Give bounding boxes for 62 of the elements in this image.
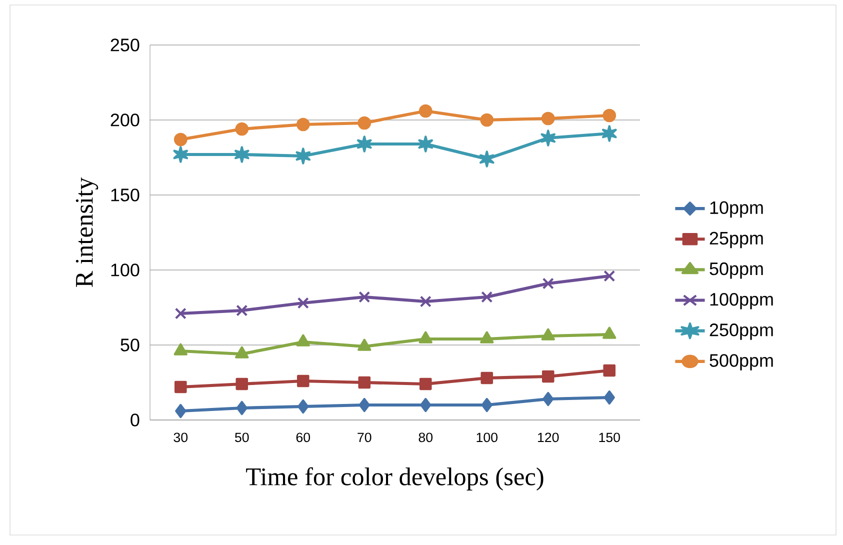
point — [480, 372, 494, 384]
point — [480, 113, 494, 127]
x-tick-label: 30 — [174, 432, 188, 442]
legend-label: 10ppm — [710, 201, 763, 218]
point — [603, 364, 616, 377]
legend-label: 100ppm — [710, 292, 773, 310]
x-tick-label: 100 — [476, 432, 498, 442]
point — [602, 125, 617, 142]
point — [481, 291, 493, 303]
point — [420, 398, 432, 412]
x-axis-title: Time for color develops (sec) — [246, 467, 544, 491]
point — [418, 104, 432, 118]
point — [542, 278, 554, 290]
x-tick-label: 150 — [599, 432, 620, 442]
point — [418, 136, 434, 152]
y-tick-label: 250 — [110, 38, 140, 52]
point — [234, 146, 250, 163]
point — [540, 130, 556, 146]
point — [298, 399, 309, 414]
point — [358, 291, 370, 303]
point — [420, 296, 432, 308]
point — [604, 390, 615, 405]
y-tick-label: 200 — [110, 114, 140, 126]
x-tick-label: 80 — [418, 432, 433, 442]
point — [297, 297, 309, 309]
x-tick-label: 70 — [358, 432, 372, 442]
point — [541, 112, 555, 126]
point — [604, 270, 616, 282]
point — [236, 400, 248, 416]
point — [173, 146, 188, 163]
point — [174, 308, 186, 320]
point — [236, 304, 248, 316]
legend-label: 25ppm — [710, 232, 763, 248]
point — [235, 122, 249, 136]
point — [479, 150, 494, 168]
y-tick-label: 50 — [120, 338, 140, 352]
point — [358, 116, 372, 130]
point — [174, 132, 188, 146]
point — [296, 374, 310, 388]
y-tick-label: 0 — [130, 414, 140, 426]
x-tick-label: 120 — [538, 432, 559, 442]
legend-label: 250ppm — [710, 324, 773, 340]
point — [358, 398, 370, 412]
y-axis-title: R intensity — [76, 177, 98, 287]
point — [174, 380, 187, 394]
point — [356, 136, 372, 152]
point — [481, 398, 492, 412]
point — [296, 148, 311, 164]
point — [542, 370, 554, 383]
point — [602, 108, 616, 122]
point — [358, 376, 371, 389]
point — [175, 404, 186, 418]
point — [419, 378, 432, 390]
x-tick-label: 60 — [296, 432, 310, 442]
legend-label: 500ppm — [710, 354, 773, 370]
point — [296, 118, 310, 132]
point — [542, 392, 554, 406]
y-tick-label: 100 — [111, 264, 140, 276]
legend-label: 50ppm — [710, 262, 763, 279]
y-tick-label: 150 — [111, 188, 140, 202]
x-tick-label: 50 — [235, 432, 249, 442]
point — [236, 378, 248, 390]
